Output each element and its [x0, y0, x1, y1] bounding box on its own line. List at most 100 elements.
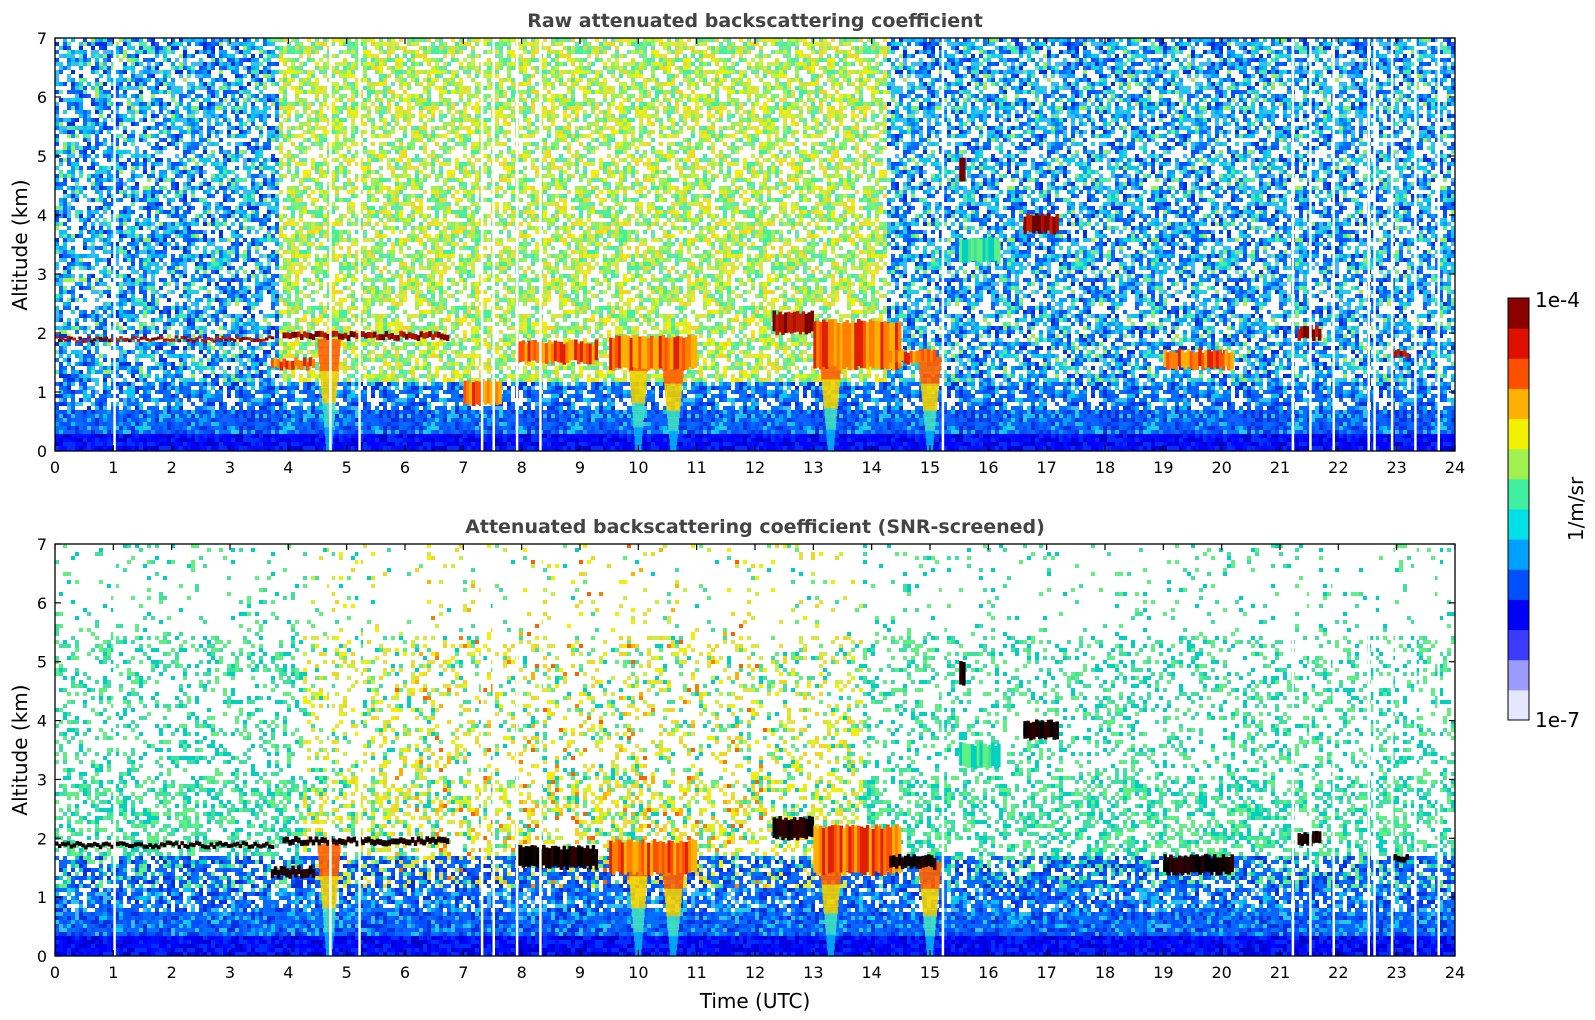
noise-cell	[83, 378, 87, 382]
noise-cell	[95, 246, 99, 250]
noise-cell	[107, 258, 111, 262]
noise-cell	[59, 230, 63, 234]
noise-cell	[63, 238, 67, 242]
noise-cell	[143, 110, 147, 114]
noise-cell	[75, 210, 79, 214]
noise-cell	[67, 102, 71, 106]
noise-cell	[79, 62, 83, 66]
noise-cell	[119, 282, 123, 286]
noise-cell	[95, 390, 99, 394]
noise-cell	[59, 150, 63, 154]
noise-cell	[79, 382, 83, 386]
noise-cell	[63, 414, 67, 418]
noise-cell	[131, 230, 135, 234]
noise-cell	[127, 214, 131, 218]
noise-cell	[71, 78, 75, 82]
top-heatmap	[55, 38, 1455, 454]
noise-cell	[63, 322, 67, 326]
noise-cell	[59, 386, 63, 390]
noise-cell	[83, 438, 87, 442]
noise-cell	[83, 42, 87, 46]
noise-cell	[79, 390, 83, 394]
noise-cell	[135, 162, 139, 166]
noise-cell	[127, 414, 131, 418]
noise-cell	[107, 242, 111, 246]
noise-cell	[139, 422, 143, 426]
noise-cell	[127, 118, 131, 122]
noise-cell	[103, 202, 107, 206]
noise-cell	[95, 86, 99, 90]
noise-cell	[71, 118, 75, 122]
noise-cell	[103, 106, 107, 110]
noise-cell	[63, 402, 67, 406]
noise-cell	[79, 154, 83, 158]
noise-cell	[107, 422, 111, 426]
noise-cell	[103, 330, 107, 334]
noise-cell	[67, 50, 71, 54]
noise-cell	[71, 286, 75, 290]
noise-cell	[143, 186, 147, 190]
noise-cell	[67, 226, 71, 230]
noise-cell	[103, 98, 107, 102]
noise-cell	[71, 206, 75, 210]
noise-cell	[123, 366, 127, 370]
noise-cell	[75, 106, 79, 110]
noise-cell	[79, 430, 83, 434]
noise-cell	[87, 118, 91, 122]
noise-cell	[63, 430, 67, 434]
noise-cell	[67, 62, 71, 66]
noise-cell	[59, 366, 63, 370]
noise-cell	[59, 254, 63, 258]
noise-cell	[67, 118, 71, 122]
noise-cell	[91, 442, 95, 446]
noise-cell	[79, 326, 83, 330]
noise-cell	[71, 198, 75, 202]
noise-cell	[139, 346, 143, 350]
noise-cell	[75, 110, 79, 114]
noise-cell	[95, 298, 99, 302]
noise-cell	[95, 50, 99, 54]
noise-cell	[107, 262, 111, 266]
noise-cell	[59, 186, 63, 190]
noise-cell	[91, 66, 95, 70]
noise-cell	[123, 218, 127, 222]
noise-cell	[131, 166, 135, 170]
noise-cell	[95, 182, 99, 186]
noise-cell	[139, 206, 143, 210]
noise-cell	[91, 430, 95, 434]
noise-cell	[107, 270, 111, 274]
noise-cell	[95, 290, 99, 294]
noise-cell	[135, 150, 139, 154]
noise-cell	[103, 386, 107, 390]
noise-cell	[87, 206, 91, 210]
noise-cell	[71, 326, 75, 330]
noise-cell	[87, 278, 91, 282]
noise-cell	[119, 178, 123, 182]
noise-cell	[119, 358, 123, 362]
noise-cell	[103, 402, 107, 406]
noise-cell	[131, 310, 135, 314]
noise-cell	[103, 238, 107, 242]
noise-cell	[131, 298, 135, 302]
noise-cell	[59, 286, 63, 290]
noise-cell	[119, 58, 123, 62]
noise-cell	[127, 194, 131, 198]
noise-cell	[79, 210, 83, 214]
noise-cell	[71, 170, 75, 174]
noise-cell	[123, 166, 127, 170]
noise-cell	[91, 162, 95, 166]
noise-cell	[143, 78, 147, 82]
noise-cell	[59, 346, 63, 350]
noise-cell	[103, 370, 107, 374]
noise-cell	[123, 222, 127, 226]
noise-cell	[71, 130, 75, 134]
noise-cell	[87, 370, 91, 374]
noise-cell	[119, 86, 123, 90]
noise-cell	[123, 382, 127, 386]
noise-cell	[71, 310, 75, 314]
noise-cell	[119, 326, 123, 330]
noise-cell	[107, 126, 111, 130]
noise-cell	[91, 182, 95, 186]
noise-cell	[79, 82, 83, 86]
noise-cell	[83, 354, 87, 358]
